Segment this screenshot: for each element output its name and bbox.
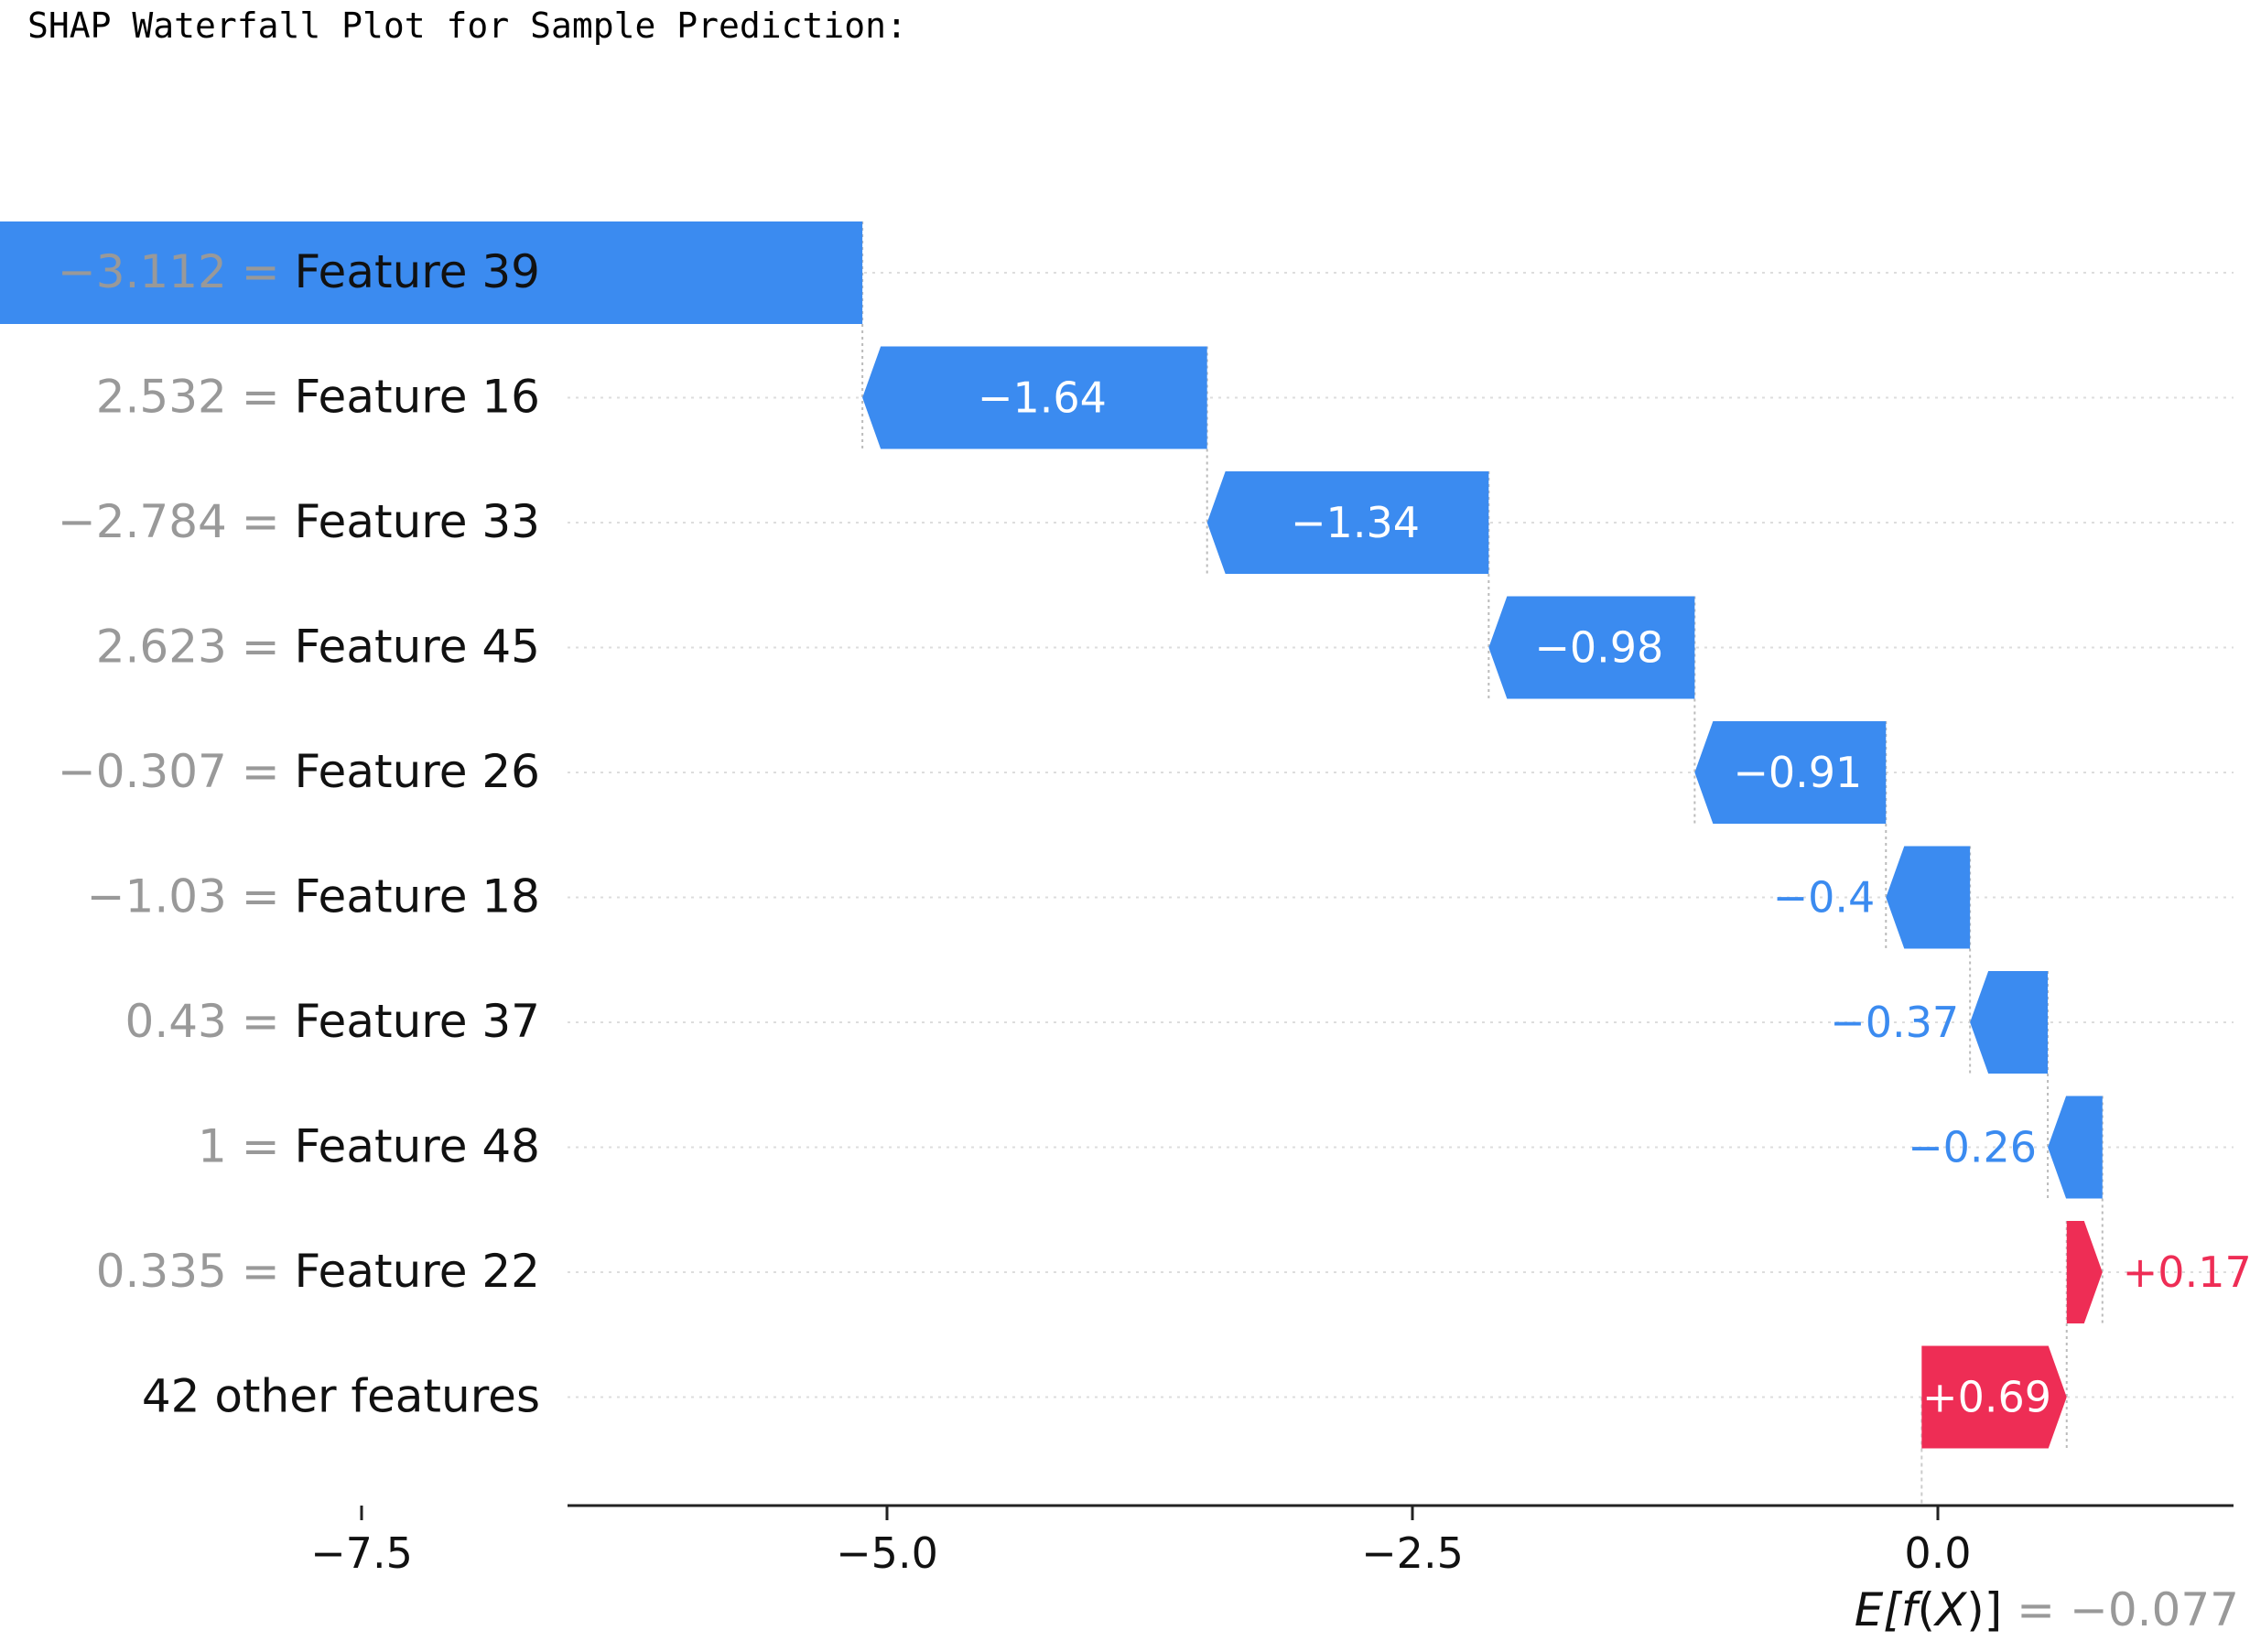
feature-name: Feature 22 <box>295 1245 540 1298</box>
efx-value: −0.077 <box>2070 1583 2239 1636</box>
feature-label: 42 other features <box>142 1370 540 1423</box>
shap-value-label: −1.64 <box>978 373 1107 423</box>
waterfall-bar <box>1206 471 1489 574</box>
shap-value-label: −0.98 <box>1534 623 1663 673</box>
waterfall-bar <box>1886 846 1971 949</box>
bar-layer <box>0 221 2103 1449</box>
feature-value: 0.43 = <box>125 995 295 1048</box>
x-tick-label: −7.5 <box>310 1528 413 1578</box>
efx-annotation: E[f(X)] = −0.077 <box>1855 1583 2239 1636</box>
feature-name: Feature 39 <box>295 245 540 298</box>
feature-name: Feature 26 <box>295 745 540 798</box>
feature-value: 0.335 = <box>96 1245 295 1298</box>
efx-label: E[f(X)] = −0.077 <box>1855 1583 2239 1636</box>
feature-value: −2.784 = <box>58 495 295 548</box>
feature-value: −3.112 = <box>58 245 295 298</box>
feature-value: −1.03 = <box>87 870 295 923</box>
shap-value-label: −1.34 <box>1291 498 1420 547</box>
feature-value: 1 = <box>198 1120 295 1173</box>
feature-label: 0.43 = Feature 37 <box>125 995 540 1048</box>
shap-value-label: −0.26 <box>1908 1123 2037 1172</box>
feature-value: 2.623 = <box>96 621 295 674</box>
waterfall-bar <box>1921 1345 2067 1449</box>
shap-value-label: −0.37 <box>1830 998 1959 1047</box>
feature-name: Feature 33 <box>295 495 540 548</box>
feature-label: −1.03 = Feature 18 <box>87 870 540 923</box>
feature-value: −0.307 = <box>58 745 295 798</box>
waterfall-bar <box>2066 1221 2103 1323</box>
feature-name: 42 other features <box>142 1370 540 1423</box>
waterfall-bar <box>862 346 1207 449</box>
shap-value-label: −0.4 <box>1773 873 1876 923</box>
x-tick-label: −5.0 <box>836 1528 938 1578</box>
feature-label: −0.307 = Feature 26 <box>58 745 540 798</box>
feature-name: Feature 16 <box>295 371 540 424</box>
waterfall-bar <box>0 221 863 324</box>
feature-label: 1 = Feature 48 <box>198 1120 540 1173</box>
shap-value-label: −0.91 <box>1733 748 1862 797</box>
feature-name: Feature 48 <box>295 1120 540 1173</box>
waterfall-bar <box>2048 1096 2103 1199</box>
feature-name: Feature 18 <box>295 870 540 923</box>
x-axis: −15.0−12.5−10.0−7.5−5.0−2.50.02.5 <box>310 1504 2234 1578</box>
grid-layer <box>568 272 2234 1398</box>
feature-label: 2.623 = Feature 45 <box>96 621 540 674</box>
waterfall-bar <box>1970 971 2049 1074</box>
waterfall-bar <box>1694 721 1887 824</box>
feature-name: Feature 37 <box>295 995 540 1048</box>
feature-label: 0.335 = Feature 22 <box>96 1245 540 1298</box>
chart-caption: SHAP Waterfall Plot for Sample Predictio… <box>27 5 907 46</box>
feature-value: 2.532 = <box>96 371 295 424</box>
feature-label: 2.532 = Feature 16 <box>96 371 540 424</box>
feature-label: −3.112 = Feature 39 <box>58 245 540 298</box>
label-layer: −10.17−3.112 = Feature 39−1.642.532 = Fe… <box>58 245 2250 1423</box>
x-tick-label: −2.5 <box>1361 1528 1464 1578</box>
x-tick-label: 0.0 <box>1904 1528 1971 1578</box>
waterfall-bar <box>1488 596 1695 699</box>
shap-value-label: +0.17 <box>2123 1247 2250 1297</box>
shap-value-label: +0.69 <box>1922 1373 2051 1422</box>
feature-name: Feature 45 <box>295 621 540 674</box>
feature-label: −2.784 = Feature 33 <box>58 495 540 548</box>
